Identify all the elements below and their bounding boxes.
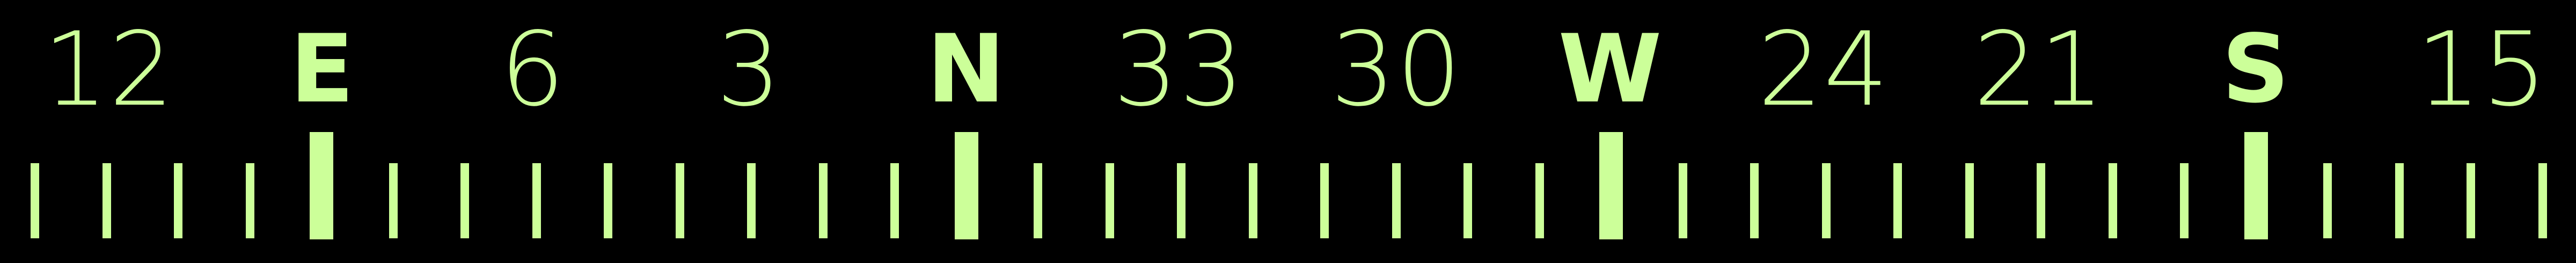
tick-minor (246, 163, 254, 238)
tick-minor (1106, 163, 1114, 238)
heading-label-south: S (2221, 15, 2290, 124)
tick-major-west (1599, 132, 1623, 239)
heading-label-33: 33 (1113, 10, 1245, 129)
tick-minor (676, 163, 684, 238)
heading-label-east: E (290, 15, 354, 124)
tick-major-east (310, 132, 333, 239)
tick-minor (819, 163, 828, 238)
tick-minor (103, 163, 111, 238)
tick-major-south (2244, 132, 2268, 239)
tick-minor (1893, 163, 1902, 238)
tick-minor (2395, 163, 2404, 238)
heading-label-21: 21 (1973, 10, 2105, 129)
tick-minor (460, 163, 469, 238)
tick-minor (1249, 163, 1257, 238)
tick-minor (604, 163, 612, 238)
tick-minor (747, 163, 756, 238)
tick-minor (1320, 163, 1329, 238)
tick-minor (1177, 163, 1185, 238)
tick-minor (1965, 163, 1974, 238)
tick-minor (174, 163, 182, 238)
tick-minor (2467, 163, 2475, 238)
tick-minor (2180, 163, 2189, 238)
tick-minor (1679, 163, 1687, 238)
heading-label-north: N (926, 15, 1006, 124)
tick-major-north (955, 132, 978, 239)
tick-minor (1535, 163, 1544, 238)
heading-label-12: 12 (43, 10, 175, 129)
tick-minor (2538, 163, 2547, 238)
heading-label-3: 3 (716, 10, 782, 129)
tick-minor (2323, 163, 2332, 238)
heading-label-15: 15 (2416, 10, 2548, 129)
tick-minor (890, 163, 899, 238)
tick-minor (1392, 163, 1401, 238)
tick-minor (532, 163, 541, 238)
tick-minor (1463, 163, 1472, 238)
heading-label-30: 30 (1330, 10, 1462, 129)
heading-label-6: 6 (500, 10, 566, 129)
heading-label-24: 24 (1758, 10, 1890, 129)
tick-minor (389, 163, 398, 238)
tick-minor (1034, 163, 1042, 238)
tick-minor (2109, 163, 2117, 238)
heading-label-west: W (1558, 15, 1662, 124)
tick-minor (2037, 163, 2045, 238)
tick-minor (1822, 163, 1831, 238)
tick-minor (31, 163, 39, 238)
tick-minor (1750, 163, 1759, 238)
